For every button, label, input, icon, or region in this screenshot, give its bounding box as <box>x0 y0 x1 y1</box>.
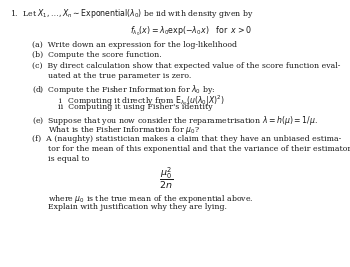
Text: $\dfrac{\mu_0^2}{2n}$: $\dfrac{\mu_0^2}{2n}$ <box>159 166 173 191</box>
Text: ii  Computing it using Fisher's identity: ii Computing it using Fisher's identity <box>58 103 212 111</box>
Text: i   Computing it directly from $\mathrm{E}_{\lambda_0}(u(\lambda_0|X)^2)$: i Computing it directly from $\mathrm{E}… <box>58 93 224 108</box>
Text: (d)  Compute the Fisher Information for $\lambda_0$ by:: (d) Compute the Fisher Information for $… <box>32 83 216 96</box>
Text: (a)  Write down an expression for the log-likelihood: (a) Write down an expression for the log… <box>32 41 237 49</box>
Text: (e)  Suppose that you now consider the reparametrisation $\lambda = h(\mu) = 1/\: (e) Suppose that you now consider the re… <box>32 114 318 127</box>
Text: (c)  By direct calculation show that expected value of the score function eval-: (c) By direct calculation show that expe… <box>32 62 341 70</box>
Text: (b)  Compute the score function.: (b) Compute the score function. <box>32 51 162 59</box>
Text: is equal to: is equal to <box>48 155 90 163</box>
Text: uated at the true parameter is zero.: uated at the true parameter is zero. <box>48 72 192 80</box>
Text: Explain with justification why they are lying.: Explain with justification why they are … <box>48 203 227 211</box>
Text: (f)  A (naughty) statistician makes a claim that they have an unbiased estima-: (f) A (naughty) statistician makes a cla… <box>32 135 342 143</box>
Text: 1.  Let $X_1,\ldots,X_n \sim \mathrm{Exponential}(\lambda_0)$ be iid with densit: 1. Let $X_1,\ldots,X_n \sim \mathrm{Expo… <box>10 7 254 20</box>
Text: tor for the mean of this exponential and that the variance of their estimator: tor for the mean of this exponential and… <box>48 145 350 153</box>
Text: What is the Fisher Information for $\mu_0$?: What is the Fisher Information for $\mu_… <box>48 124 200 136</box>
Text: $f_{\lambda_0}(x) = \lambda_0\exp(-\lambda_0 x)\quad\mathrm{for}\;\; x>0$: $f_{\lambda_0}(x) = \lambda_0\exp(-\lamb… <box>130 24 251 38</box>
Text: where $\mu_0$ is the true mean of the exponential above.: where $\mu_0$ is the true mean of the ex… <box>48 193 254 205</box>
